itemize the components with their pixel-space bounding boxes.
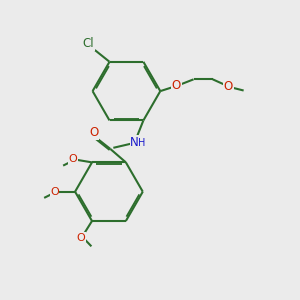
Text: N: N xyxy=(130,136,139,149)
Text: O: O xyxy=(50,187,59,197)
Text: O: O xyxy=(224,80,233,93)
Text: O: O xyxy=(77,232,85,242)
Text: H: H xyxy=(138,137,146,148)
Text: O: O xyxy=(69,154,77,164)
Text: Cl: Cl xyxy=(82,37,94,50)
Text: O: O xyxy=(172,79,181,92)
Text: O: O xyxy=(89,126,98,139)
